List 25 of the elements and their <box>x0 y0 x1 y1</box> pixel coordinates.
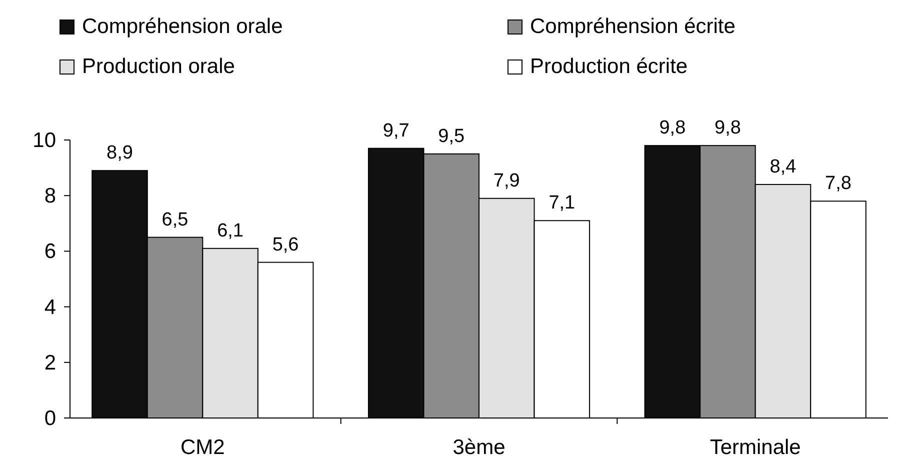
data-label: 8,4 <box>770 156 797 178</box>
y-tick-label: 6 <box>44 240 56 264</box>
data-label: 6,1 <box>217 220 244 242</box>
data-label: 9,5 <box>438 126 465 147</box>
data-label: 9,8 <box>659 118 686 139</box>
data-label: 7,9 <box>493 170 520 192</box>
data-label: 7,8 <box>825 173 852 194</box>
y-tick-label: 0 <box>44 407 56 430</box>
y-tick-label: 4 <box>44 296 56 319</box>
y-tick-label: 8 <box>44 184 56 208</box>
data-label: 9,8 <box>714 118 741 139</box>
y-tick-label: 10 <box>32 129 56 152</box>
data-label: 7,1 <box>548 192 576 214</box>
y-tick-label: 2 <box>44 351 56 374</box>
data-label: 9,7 <box>382 120 410 142</box>
legend-label: Production orale <box>82 55 235 78</box>
data-label: 5,6 <box>272 234 299 256</box>
data-label: 8,9 <box>106 142 133 164</box>
x-tick-label: CM2 <box>180 436 225 459</box>
x-tick-label: Terminale <box>710 436 801 459</box>
legend-label: Compréhension écrite <box>530 15 736 38</box>
legend-label: Compréhension orale <box>82 15 283 38</box>
x-tick-label: 3ème <box>452 436 506 459</box>
data-label: 6,5 <box>162 209 188 230</box>
legend-label: Production écrite <box>530 55 688 78</box>
